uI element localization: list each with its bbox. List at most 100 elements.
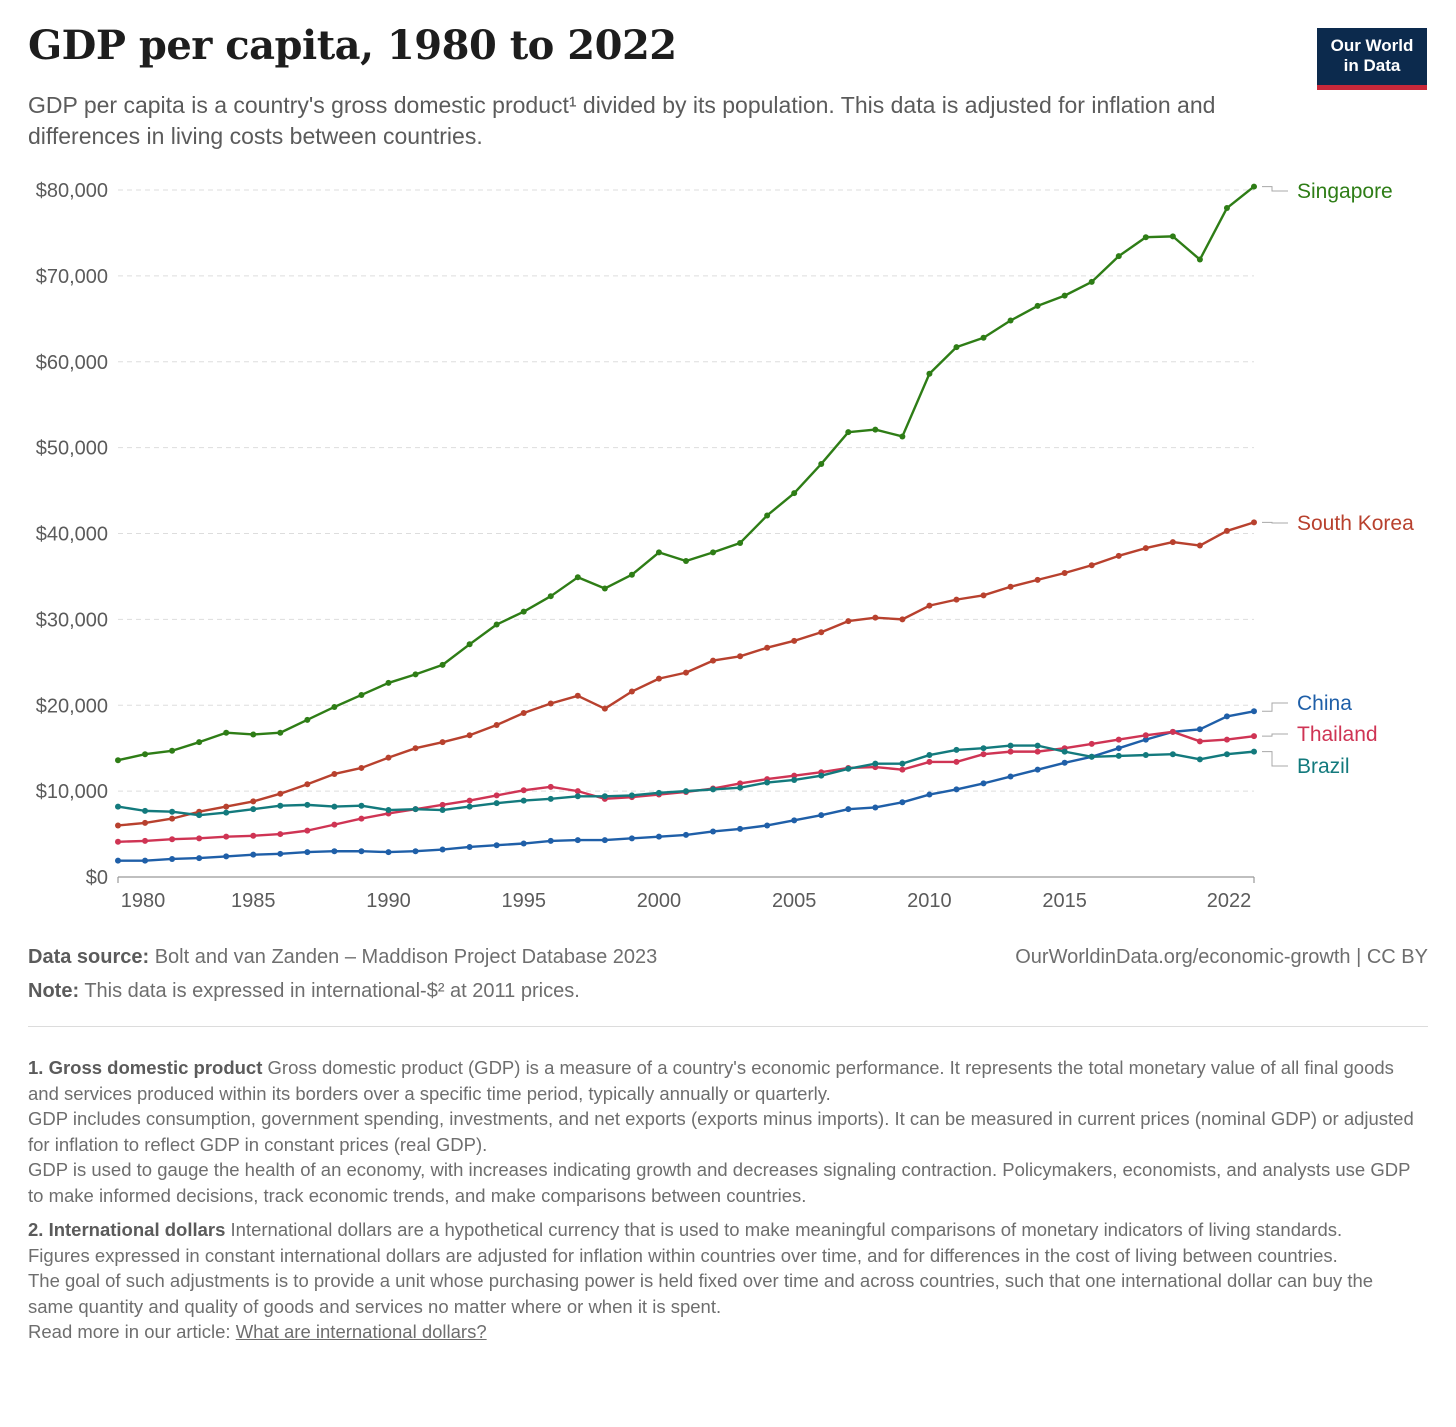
data-point-south-korea[interactable] (899, 616, 906, 623)
data-point-brazil[interactable] (1142, 752, 1149, 759)
data-point-singapore[interactable] (412, 671, 419, 678)
data-point-singapore[interactable] (1169, 233, 1176, 240)
data-point-china[interactable] (520, 840, 527, 847)
data-point-south-korea[interactable] (223, 803, 230, 810)
data-point-singapore[interactable] (493, 621, 500, 628)
data-point-singapore[interactable] (845, 429, 852, 436)
data-point-singapore[interactable] (1061, 292, 1068, 299)
data-point-singapore[interactable] (1088, 278, 1095, 285)
data-point-singapore[interactable] (1223, 205, 1230, 212)
data-point-china[interactable] (980, 780, 987, 787)
data-point-thailand[interactable] (737, 780, 744, 787)
data-point-china[interactable] (818, 812, 825, 819)
data-point-south-korea[interactable] (250, 798, 257, 805)
data-point-thailand[interactable] (1007, 748, 1014, 755)
data-point-singapore[interactable] (520, 608, 527, 615)
data-point-south-korea[interactable] (1007, 583, 1014, 590)
data-point-south-korea[interactable] (737, 653, 744, 660)
data-point-thailand[interactable] (1088, 740, 1095, 747)
data-point-singapore[interactable] (1196, 256, 1203, 263)
data-point-thailand[interactable] (547, 783, 554, 790)
series-label-south-korea[interactable]: South Korea (1297, 512, 1414, 535)
data-point-singapore[interactable] (980, 334, 987, 341)
data-point-brazil[interactable] (223, 809, 230, 816)
data-point-brazil[interactable] (331, 803, 338, 810)
data-point-singapore[interactable] (601, 585, 608, 592)
data-point-singapore[interactable] (169, 747, 176, 754)
data-point-singapore[interactable] (1034, 302, 1041, 309)
data-point-brazil[interactable] (764, 779, 771, 786)
data-point-brazil[interactable] (439, 807, 446, 814)
data-point-south-korea[interactable] (466, 732, 473, 739)
data-point-china[interactable] (142, 857, 149, 864)
data-point-south-korea[interactable] (1115, 552, 1122, 559)
data-point-brazil[interactable] (980, 745, 987, 752)
data-point-brazil[interactable] (1115, 752, 1122, 759)
data-point-south-korea[interactable] (574, 692, 581, 699)
data-point-south-korea[interactable] (169, 815, 176, 822)
data-point-south-korea[interactable] (1142, 545, 1149, 552)
data-point-brazil[interactable] (899, 760, 906, 767)
series-line-brazil[interactable] (117, 744, 1255, 817)
data-point-brazil[interactable] (683, 788, 689, 795)
data-point-brazil[interactable] (412, 806, 419, 813)
data-point-brazil[interactable] (196, 812, 203, 819)
data-point-thailand[interactable] (574, 788, 581, 795)
data-point-brazil[interactable] (710, 786, 717, 793)
data-point-south-korea[interactable] (115, 822, 121, 829)
data-point-china[interactable] (791, 817, 798, 824)
data-point-brazil[interactable] (926, 752, 933, 759)
data-point-south-korea[interactable] (926, 602, 933, 609)
data-point-thailand[interactable] (1251, 733, 1257, 740)
data-point-brazil[interactable] (574, 793, 581, 800)
data-point-china[interactable] (1061, 759, 1068, 766)
data-point-china[interactable] (331, 848, 338, 855)
data-point-singapore[interactable] (142, 751, 149, 758)
data-point-brazil[interactable] (520, 797, 527, 804)
data-point-thailand[interactable] (169, 836, 176, 843)
data-point-brazil[interactable] (601, 793, 608, 800)
series-label-china[interactable]: China (1297, 692, 1352, 715)
data-point-south-korea[interactable] (1034, 576, 1041, 583)
data-point-china[interactable] (1142, 736, 1149, 743)
data-point-singapore[interactable] (1115, 253, 1122, 260)
data-point-china[interactable] (710, 828, 717, 835)
credit-link[interactable]: OurWorldinData.org/economic-growth | CC … (1015, 946, 1428, 968)
data-point-brazil[interactable] (547, 795, 554, 802)
data-point-singapore[interactable] (1251, 183, 1257, 190)
data-point-singapore[interactable] (385, 679, 392, 686)
data-point-brazil[interactable] (142, 807, 149, 814)
data-point-brazil[interactable] (845, 765, 852, 772)
data-point-china[interactable] (683, 831, 689, 838)
data-point-china[interactable] (926, 791, 933, 798)
data-point-brazil[interactable] (250, 806, 257, 813)
data-point-thailand[interactable] (358, 815, 365, 822)
data-point-singapore[interactable] (1007, 317, 1014, 324)
data-point-singapore[interactable] (331, 703, 338, 710)
data-point-singapore[interactable] (250, 731, 257, 738)
data-point-south-korea[interactable] (358, 764, 365, 771)
data-point-singapore[interactable] (1142, 234, 1149, 241)
data-point-singapore[interactable] (304, 716, 311, 723)
data-point-thailand[interactable] (223, 833, 230, 840)
data-point-singapore[interactable] (277, 729, 284, 736)
data-point-thailand[interactable] (1223, 736, 1230, 743)
data-point-south-korea[interactable] (655, 675, 662, 682)
data-point-brazil[interactable] (818, 772, 825, 779)
data-point-brazil[interactable] (737, 784, 744, 791)
data-point-china[interactable] (223, 853, 230, 860)
data-point-thailand[interactable] (520, 787, 527, 794)
data-point-thailand[interactable] (250, 832, 257, 839)
data-point-singapore[interactable] (628, 571, 635, 578)
data-point-south-korea[interactable] (1251, 519, 1257, 526)
data-point-china[interactable] (737, 825, 744, 832)
data-point-singapore[interactable] (764, 512, 771, 519)
data-point-singapore[interactable] (196, 739, 203, 746)
data-point-china[interactable] (899, 799, 906, 806)
data-point-south-korea[interactable] (845, 618, 852, 625)
data-point-china[interactable] (1196, 726, 1203, 733)
data-point-south-korea[interactable] (547, 700, 554, 707)
data-point-singapore[interactable] (115, 757, 121, 764)
data-point-singapore[interactable] (466, 641, 473, 648)
data-point-thailand[interactable] (439, 801, 446, 808)
